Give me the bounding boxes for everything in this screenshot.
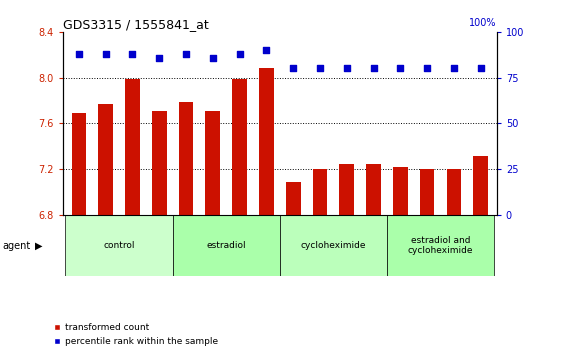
Text: control: control bbox=[103, 241, 135, 250]
Bar bbox=[152, 111, 167, 215]
Point bbox=[423, 66, 432, 72]
Bar bbox=[473, 155, 488, 215]
Point bbox=[182, 51, 191, 57]
Point bbox=[74, 51, 83, 57]
Point bbox=[262, 47, 271, 53]
Bar bbox=[447, 169, 461, 215]
Point bbox=[235, 51, 244, 57]
Point bbox=[101, 51, 110, 57]
Point bbox=[128, 51, 137, 57]
Bar bbox=[339, 164, 354, 215]
Point bbox=[369, 66, 378, 72]
Text: 100%: 100% bbox=[469, 18, 497, 28]
Bar bbox=[66, 215, 172, 276]
Bar bbox=[387, 215, 494, 276]
Bar bbox=[312, 169, 327, 215]
Text: cycloheximide: cycloheximide bbox=[300, 241, 366, 250]
Point bbox=[315, 66, 324, 72]
Point bbox=[342, 66, 351, 72]
Bar bbox=[98, 104, 113, 215]
Text: agent: agent bbox=[3, 241, 31, 251]
Text: ▶: ▶ bbox=[35, 241, 43, 251]
Point bbox=[155, 55, 164, 60]
Bar bbox=[232, 79, 247, 215]
Text: estradiol and
cycloheximide: estradiol and cycloheximide bbox=[408, 236, 473, 255]
Bar bbox=[259, 69, 274, 215]
Bar bbox=[286, 182, 300, 215]
Bar bbox=[125, 79, 140, 215]
Bar bbox=[71, 113, 86, 215]
Point bbox=[288, 66, 297, 72]
Bar bbox=[172, 215, 280, 276]
Point bbox=[396, 66, 405, 72]
Bar bbox=[206, 111, 220, 215]
Bar bbox=[393, 167, 408, 215]
Bar bbox=[280, 215, 387, 276]
Text: estradiol: estradiol bbox=[206, 241, 246, 250]
Point bbox=[476, 66, 485, 72]
Legend: transformed count, percentile rank within the sample: transformed count, percentile rank withi… bbox=[50, 320, 222, 349]
Point bbox=[449, 66, 459, 72]
Point bbox=[208, 55, 218, 60]
Text: GDS3315 / 1555841_at: GDS3315 / 1555841_at bbox=[63, 18, 208, 31]
Bar bbox=[366, 164, 381, 215]
Bar bbox=[179, 102, 194, 215]
Bar bbox=[420, 169, 435, 215]
